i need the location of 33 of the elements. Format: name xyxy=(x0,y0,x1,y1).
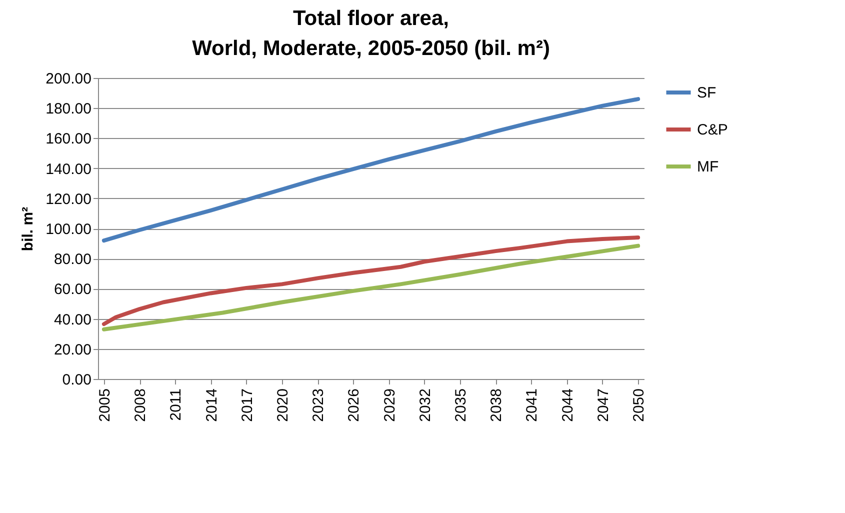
legend-label: C&P xyxy=(697,122,728,138)
y-tick-label: 100.00 xyxy=(46,221,92,238)
y-tick-label: 160.00 xyxy=(46,130,92,148)
legend-label: SF xyxy=(697,84,716,102)
y-tick-label: 140.00 xyxy=(46,160,92,178)
x-tick-label: 2026 xyxy=(346,388,363,422)
x-tick-label: 2035 xyxy=(452,388,470,422)
x-tick-label: 2020 xyxy=(274,388,292,422)
x-tick-label: 2047 xyxy=(594,388,612,422)
x-tick-label: 2023 xyxy=(310,388,328,422)
y-tick-label: 20.00 xyxy=(54,341,92,358)
y-tick-label: 200.00 xyxy=(46,70,92,88)
x-tick-label: 2050 xyxy=(630,388,648,422)
y-tick-label: 80.00 xyxy=(54,251,92,268)
legend-label: MF xyxy=(697,158,719,176)
x-tick-label: 2017 xyxy=(238,388,256,422)
y-tick-label: 180.00 xyxy=(46,100,92,118)
line-series xyxy=(102,97,640,243)
x-tick-label: 2011 xyxy=(168,388,185,421)
x-tick-label: 2044 xyxy=(559,388,576,422)
y-tick-label: 40.00 xyxy=(54,311,92,328)
x-tick-label: 2014 xyxy=(203,388,220,422)
y-axis-title: bil. m² xyxy=(20,206,37,252)
y-tick-label: 60.00 xyxy=(54,281,92,298)
x-tick-label: 2029 xyxy=(381,388,398,422)
x-tick-label: 2032 xyxy=(416,388,434,422)
x-tick-label: 2038 xyxy=(488,388,506,422)
x-tick-label: 2005 xyxy=(96,388,114,422)
y-tick-label: 120.00 xyxy=(46,190,92,208)
x-tick-label: 2041 xyxy=(524,388,541,422)
x-tick-label: 2008 xyxy=(132,388,150,422)
chart-title: Total floor area, World, Moderate, 2005-2050 (bil. m²) xyxy=(192,7,550,60)
y-tick-label: 0.00 xyxy=(62,372,92,388)
